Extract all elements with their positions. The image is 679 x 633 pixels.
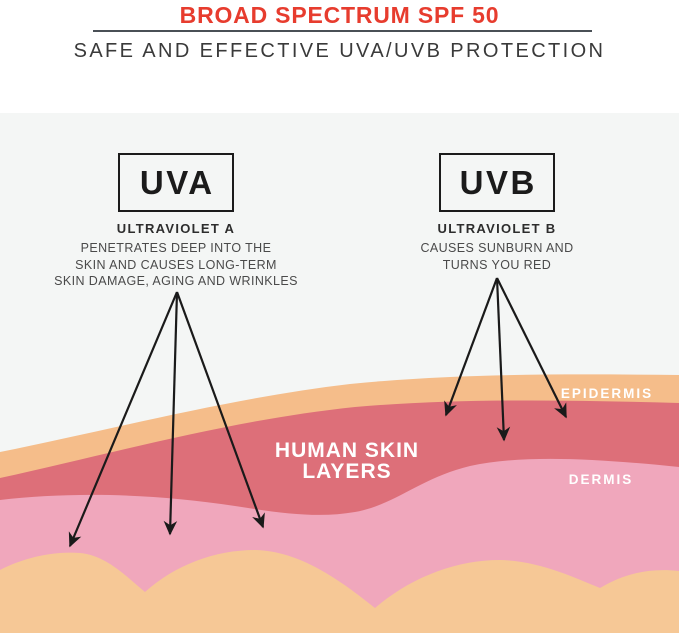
page-title: BROAD SPECTRUM SPF 50: [179, 2, 500, 28]
uvb-heading: ULTRAVIOLET B: [437, 221, 557, 236]
page-subtitle: SAFE AND EFFECTIVE UVA/UVB PROTECTION: [73, 40, 606, 62]
uva-box: UVA: [118, 153, 234, 212]
epidermis-label: EPIDERMIS: [561, 386, 653, 401]
uvb-rays: [444, 277, 567, 442]
uva-box-label: UVA: [139, 163, 215, 201]
uvb-arrow-left: [444, 277, 499, 417]
uvb-description-line: CAUSES SUNBURN AND: [420, 241, 574, 255]
uva-arrow-right: [175, 291, 265, 529]
human-skin-layers-label-line1: HUMAN SKIN: [275, 439, 419, 462]
uva-arrow-middle: [163, 291, 179, 536]
uva-description-line: PENETRATES DEEP INTO THE: [80, 241, 272, 255]
uvb-description-line: TURNS YOU RED: [442, 257, 552, 272]
uvb-box-label: UVB: [459, 163, 537, 201]
human-skin-layers-label-line2: LAYERS: [302, 460, 391, 483]
uva-description-line: SKIN AND CAUSES LONG-TERM: [75, 257, 277, 272]
uva-arrow-left: [68, 291, 179, 548]
uva-heading: ULTRAVIOLET A: [116, 221, 236, 236]
uvb-description: ULTRAVIOLET B CAUSES SUNBURN AND TURNS Y…: [332, 221, 662, 273]
uva-description-line: SKIN DAMAGE, AGING AND WRINKLES: [54, 274, 298, 288]
uvb-box: UVB: [439, 153, 555, 212]
uvb-arrow-middle: [495, 277, 511, 442]
uva-description: ULTRAVIOLET A PENETRATES DEEP INTO THE S…: [11, 221, 341, 290]
subcutis-layer: [0, 550, 679, 633]
header-divider: [93, 30, 592, 32]
uvb-arrow-right: [496, 277, 567, 419]
uva-rays: [68, 291, 265, 548]
dermis-label: DERMIS: [569, 472, 634, 487]
